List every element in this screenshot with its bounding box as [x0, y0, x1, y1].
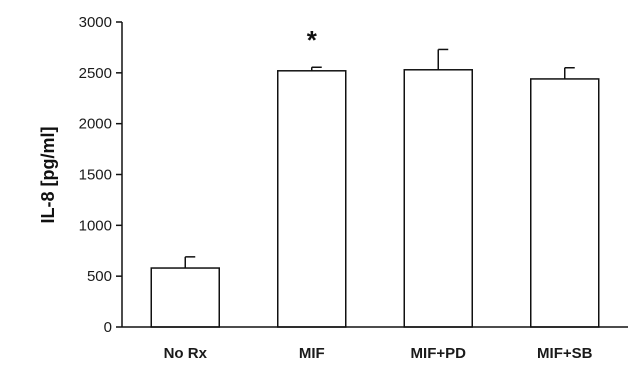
- y-tick-label: 1500: [79, 167, 112, 184]
- significance-asterisk: *: [307, 25, 318, 55]
- error-bar: [184, 256, 196, 269]
- x-tick-label: MIF+PD: [411, 345, 467, 362]
- y-tick-label: 1000: [79, 217, 112, 234]
- y-tick-label: 3000: [79, 14, 112, 31]
- y-axis-ticks: 0 500 1000 1500 2000 2500 3000: [79, 14, 122, 336]
- error-bar: [437, 48, 449, 70]
- y-tick-label: 2000: [79, 116, 112, 133]
- x-axis-labels: No Rx MIF MIF+PD MIF+SB: [164, 345, 593, 362]
- y-tick-label: 2500: [79, 65, 112, 82]
- x-tick-label: MIF: [299, 345, 325, 362]
- y-tick-label: 0: [104, 319, 112, 336]
- error-bars: [184, 48, 575, 269]
- bar: [150, 267, 220, 328]
- annotations: *: [307, 25, 318, 55]
- bars: [150, 69, 600, 328]
- x-tick-label: MIF+SB: [537, 345, 593, 362]
- x-tick-label: No Rx: [164, 345, 208, 362]
- bar: [530, 78, 600, 328]
- y-axis-title: IL-8 [pg/ml]: [38, 127, 58, 224]
- error-bar: [311, 66, 322, 71]
- y-tick-label: 500: [87, 268, 112, 285]
- bar: [277, 70, 347, 328]
- error-bar: [564, 67, 575, 79]
- bar: [403, 69, 473, 328]
